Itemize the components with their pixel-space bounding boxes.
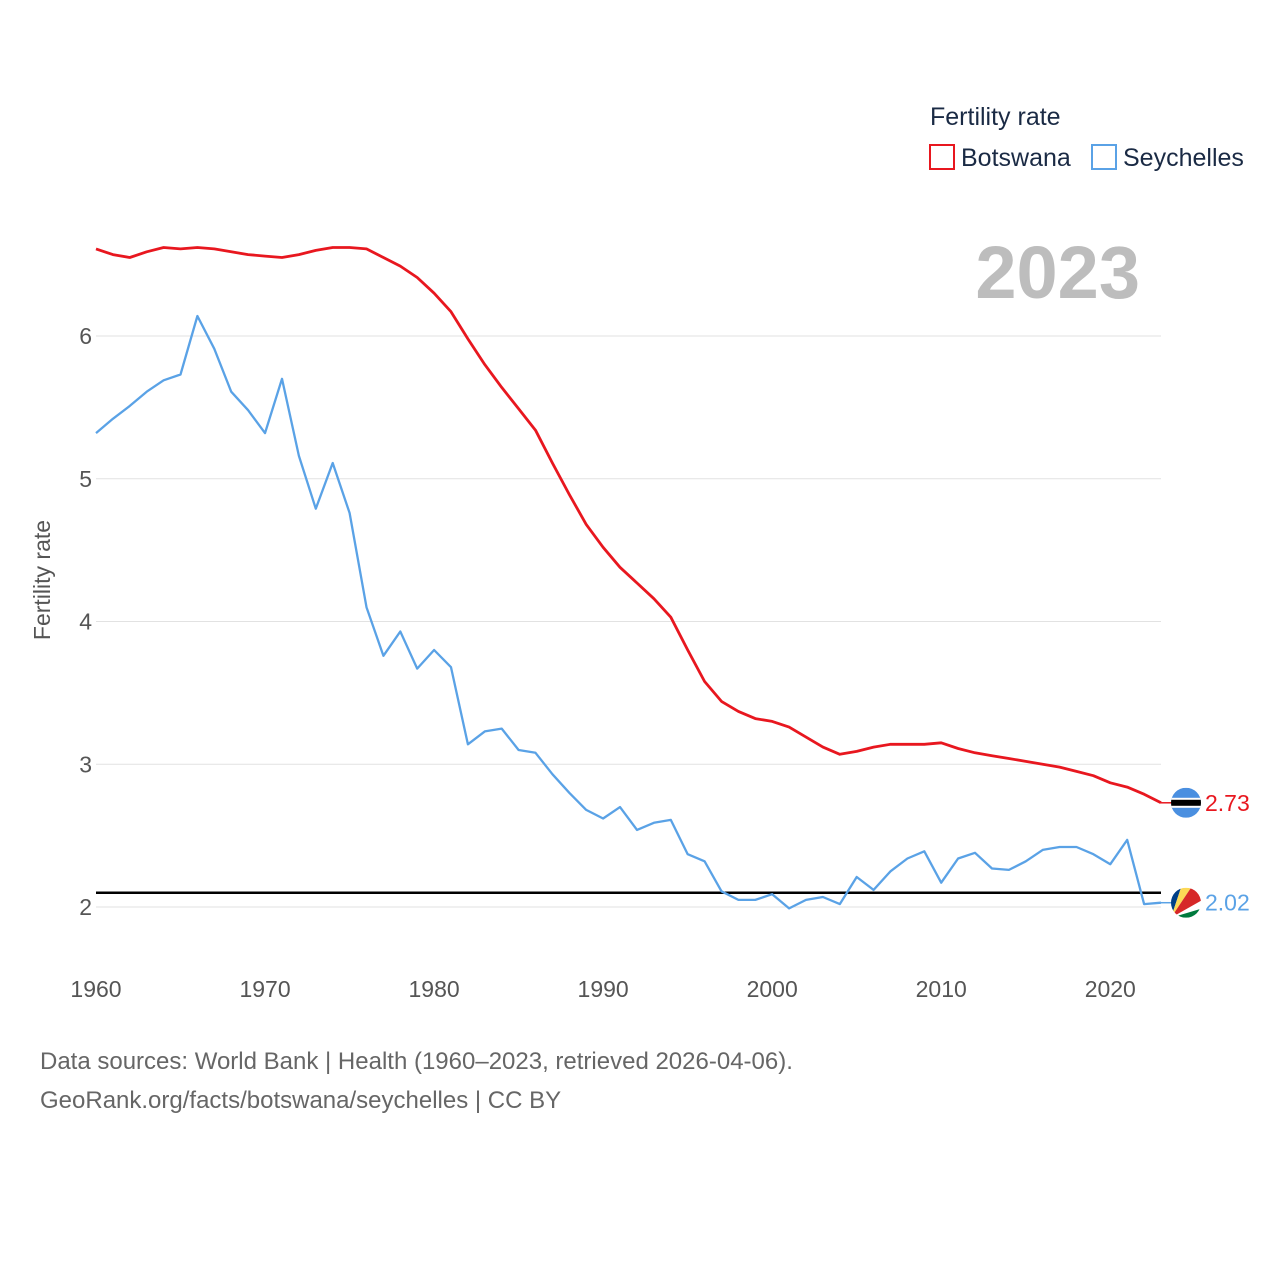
x-tick-label: 2010 — [916, 976, 967, 1002]
legend-title: Fertility rate — [930, 103, 1061, 131]
x-tick-label: 2020 — [1085, 976, 1136, 1002]
series-line-botswana[interactable] — [95, 246, 1162, 805]
end-value-seychelles: 2.02 — [1205, 890, 1250, 916]
y-tick-label: 4 — [79, 609, 92, 635]
x-axis-ticks: 1960 1970 1980 1990 2000 2010 2020 — [70, 976, 1135, 1002]
year-label: 2023 — [975, 231, 1140, 314]
seychelles-flag-icon — [1171, 887, 1201, 918]
legend-label-seychelles: Seychelles — [1123, 144, 1244, 172]
series-line-seychelles[interactable] — [95, 314, 1162, 910]
x-tick-label: 1990 — [578, 976, 629, 1002]
gridlines — [96, 335, 1161, 908]
source-line-1: Data sources: World Bank | Health (1960–… — [40, 1048, 793, 1075]
legend-item-seychelles[interactable]: Seychelles — [1091, 144, 1244, 172]
legend-swatch-botswana — [929, 144, 955, 170]
legend: Fertility rate Botswana Seychelles — [929, 103, 1244, 172]
botswana-flag-icon — [1171, 787, 1201, 818]
x-tick-label: 2000 — [747, 976, 798, 1002]
y-axis-ticks: 2 3 4 5 6 — [79, 323, 92, 920]
series-lines — [95, 246, 1162, 910]
y-tick-label: 5 — [79, 466, 92, 492]
y-tick-label: 2 — [79, 894, 92, 920]
legend-item-botswana[interactable]: Botswana — [929, 144, 1071, 172]
y-axis-title: Fertility rate — [29, 520, 55, 640]
x-tick-label: 1960 — [70, 976, 121, 1002]
y-tick-label: 3 — [79, 751, 92, 777]
legend-label-botswana: Botswana — [961, 144, 1071, 172]
x-tick-label: 1970 — [239, 976, 290, 1002]
end-value-botswana: 2.73 — [1205, 790, 1250, 816]
x-tick-label: 1980 — [409, 976, 460, 1002]
y-tick-label: 6 — [79, 323, 92, 349]
legend-swatch-seychelles — [1091, 144, 1117, 170]
source-line-2: GeoRank.org/facts/botswana/seychelles | … — [40, 1087, 561, 1114]
end-markers: 2.73 2.02 — [1161, 787, 1250, 918]
